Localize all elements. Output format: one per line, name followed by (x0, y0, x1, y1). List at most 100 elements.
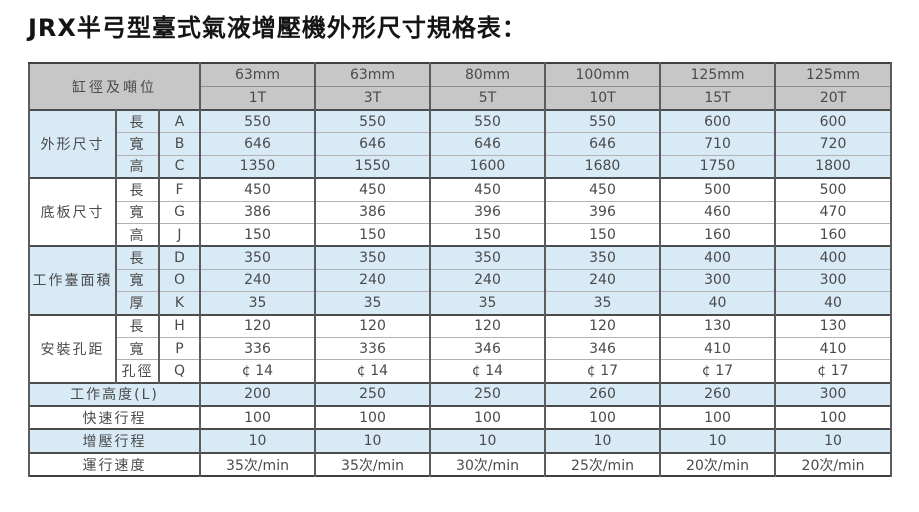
value-cell: 250 (429, 381, 546, 407)
value-cell: 35 (314, 291, 431, 315)
value-cell: ¢ 14 (314, 359, 431, 383)
value-cell: 40 (659, 291, 776, 315)
value-cell: 350 (544, 245, 661, 270)
value-cell: 30次/min (429, 451, 546, 477)
footer-row-label: 快速行程 (28, 405, 201, 430)
value-cell: ¢ 17 (659, 359, 776, 383)
value-cell: 150 (544, 222, 661, 247)
value-cell: 35 (544, 291, 661, 315)
value-cell: 710 (659, 132, 776, 156)
value-cell: 10 (659, 428, 776, 453)
value-cell: 400 (659, 245, 776, 270)
value-cell: 260 (544, 381, 661, 407)
value-cell: 300 (774, 381, 892, 407)
value-cell: 346 (429, 336, 546, 360)
value-cell: ¢ 17 (774, 359, 892, 383)
dimension-code: Q (158, 359, 201, 383)
dimension-code: C (158, 154, 201, 179)
group-label: 外形尺寸 (28, 108, 117, 179)
value-cell: 600 (659, 109, 776, 133)
value-cell: 160 (774, 222, 892, 247)
group-label: 底板尺寸 (28, 177, 117, 247)
tonnage-header: 20T (774, 86, 892, 110)
table-row: 安裝孔距長 H 120 120 120 120 130 130 (28, 313, 892, 383)
value-cell: 10 (314, 428, 431, 453)
dimension-label: 長 (115, 177, 160, 202)
table-header: 缸徑及噸位 63mm 63mm 80mm 100mm 125mm 125mm 1T 3T 5T 10… (28, 62, 892, 110)
value-cell: 35次/min (314, 451, 431, 477)
footer-row-label: 增壓行程 (28, 428, 201, 453)
value-cell: 160 (659, 222, 776, 247)
dimension-code: H (158, 313, 201, 338)
value-cell: 250 (314, 381, 431, 407)
value-cell: 396 (544, 200, 661, 224)
value-cell: 400 (774, 245, 892, 270)
value-cell: 150 (199, 222, 316, 247)
value-cell: 120 (314, 313, 431, 338)
bore-header: 125mm (659, 62, 776, 87)
value-cell: 260 (659, 381, 776, 407)
header-row-tonnage: 1T 3T 5T 10T 15T 20T (29, 86, 892, 110)
value-cell: 450 (544, 177, 661, 202)
value-cell: 10 (199, 428, 316, 453)
value-cell: 410 (774, 336, 892, 360)
dimension-code: A (158, 109, 201, 133)
dimension-code: G (158, 200, 201, 224)
value-cell: 350 (429, 245, 546, 270)
value-cell: 350 (314, 245, 431, 270)
value-cell: 1680 (544, 154, 661, 179)
value-cell: ¢ 14 (429, 359, 546, 383)
table-row: 高 J 150 150 150 150 160 160 (29, 222, 892, 247)
value-cell: 336 (199, 336, 316, 360)
footer-row-label: 運行速度 (28, 451, 201, 477)
value-cell: 20次/min (774, 451, 892, 477)
table-row: 外形尺寸長 A 550 550 550 550 600 600 (28, 108, 892, 179)
value-cell: 130 (659, 313, 776, 338)
value-cell: 100 (314, 405, 431, 430)
value-cell: 130 (774, 313, 892, 338)
value-cell: 550 (429, 109, 546, 133)
value-cell: 35 (199, 291, 316, 315)
value-cell: 450 (429, 177, 546, 202)
table-row: 運行速度 35次/min 35次/min 30次/min 25次/min 20次/min 2… (28, 451, 892, 477)
group-label: 工作臺面積 (28, 245, 117, 315)
table-row: 高 C 1350 1550 1600 1680 1750 1800 (29, 154, 892, 179)
value-cell: 10 (544, 428, 661, 453)
tonnage-header: 10T (544, 86, 661, 110)
value-cell: 150 (429, 222, 546, 247)
bore-header: 100mm (544, 62, 661, 87)
table-row: 工作臺面積長 D 350 350 350 350 400 400 (28, 245, 892, 315)
value-cell: 300 (774, 268, 892, 292)
table-row: 寬 G 386 386 396 396 460 470 (29, 200, 892, 224)
value-cell: 346 (544, 336, 661, 360)
dimension-code: P (158, 336, 201, 360)
dimension-code: D (158, 245, 201, 270)
dimension-label: 孔徑 (115, 359, 160, 383)
value-cell: ¢ 17 (544, 359, 661, 383)
value-cell: 396 (429, 200, 546, 224)
table-row: 寬 O 240 240 240 240 300 300 (29, 268, 892, 292)
value-cell: 1750 (659, 154, 776, 179)
dimension-code: F (158, 177, 201, 202)
value-cell: 386 (199, 200, 316, 224)
value-cell: 450 (199, 177, 316, 202)
value-cell: 240 (314, 268, 431, 292)
value-cell: 100 (544, 405, 661, 430)
value-cell: 470 (774, 200, 892, 224)
dimension-label: 長 (115, 109, 160, 133)
page-title: JRX半弓型臺式氣液增壓機外形尺寸規格表： (28, 14, 527, 42)
value-cell: 646 (544, 132, 661, 156)
tonnage-header: 5T (429, 86, 546, 110)
dimension-code: O (158, 268, 201, 292)
value-cell: 240 (429, 268, 546, 292)
dimension-label: 長 (115, 245, 160, 270)
spec-table: 缸徑及噸位 63mm 63mm 80mm 100mm 125mm 125mm 1T 3T 5T 10… (28, 62, 892, 478)
value-cell: 500 (659, 177, 776, 202)
value-cell: 386 (314, 200, 431, 224)
bore-header: 125mm (774, 62, 892, 87)
table-row: 快速行程 100 100 100 100 100 100 (28, 405, 892, 430)
value-cell: 350 (199, 245, 316, 270)
value-cell: 120 (544, 313, 661, 338)
dimension-label: 厚 (115, 291, 160, 315)
